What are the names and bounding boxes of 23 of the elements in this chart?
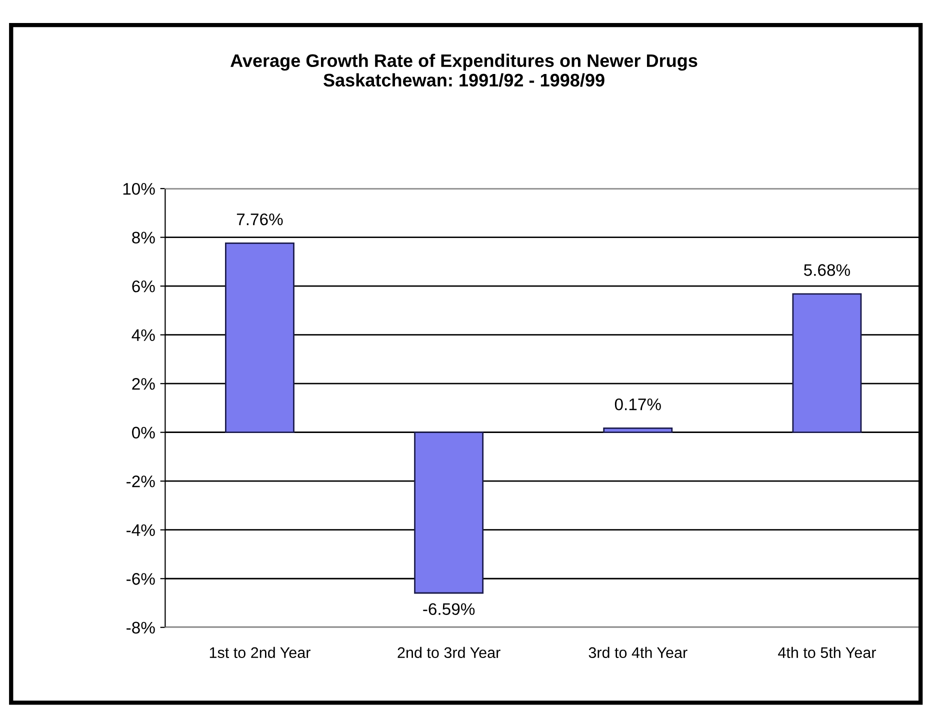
chart-title: Average Growth Rate of Expenditures on Newer Drugs Saskatchewan: 1991/92 - 1998/99 [230, 54, 698, 87]
y-tick-label: -4% [126, 524, 155, 536]
bar [603, 428, 673, 434]
data-label: 0.17% [614, 398, 661, 410]
y-tick-label: 0% [132, 426, 155, 439]
y-tick-label: 8% [132, 232, 155, 244]
y-tick-label: -8% [126, 622, 155, 634]
x-tick-label: 3rd to 4th Year [588, 646, 688, 658]
y-tick-label: -2% [126, 476, 155, 488]
x-tick-label: 2nd to 3rd Year [398, 646, 500, 658]
data-label: 5.68% [804, 264, 850, 276]
y-tick-label: 2% [132, 378, 155, 390]
x-tick-label: 4th to 5th Year [778, 646, 876, 658]
x-tick-label: 1st to 2nd Year [210, 646, 310, 658]
y-tick-label: 6% [132, 280, 155, 292]
data-label: -6.59% [423, 603, 475, 615]
bar [792, 293, 862, 434]
y-tick-label: 4% [132, 329, 155, 341]
data-label: 7.76% [236, 213, 283, 226]
y-tick-label: -6% [126, 573, 155, 585]
y-tick-label: 10% [123, 182, 155, 195]
bar [414, 432, 484, 594]
bar [224, 242, 294, 434]
